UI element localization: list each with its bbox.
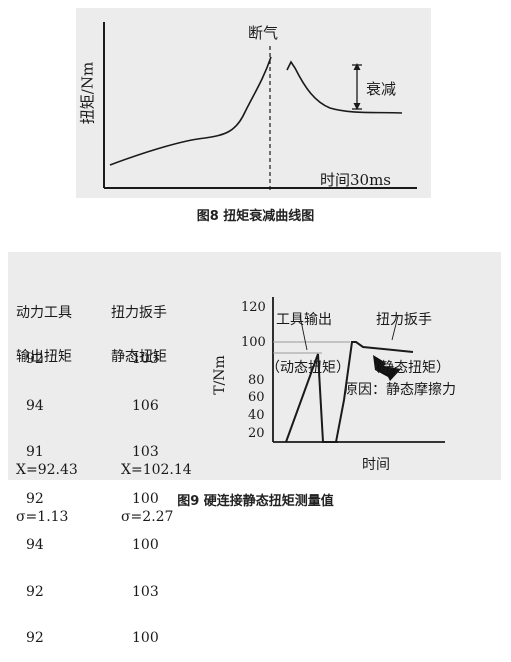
fig9-x-axis-label: 时间 <box>362 457 390 473</box>
fig8-x-axis-label: 时间30ms <box>320 171 392 189</box>
fig9-col2-header-line1: 扭力扳手 <box>111 305 167 322</box>
fig9-ytick: 40 <box>248 408 265 423</box>
fig8-decay-label: 衰减 <box>366 80 397 98</box>
fig8-decay-arrow-up <box>353 63 361 70</box>
fig9-col2-value: 100 <box>132 630 159 646</box>
fig9-tool-leader-line <box>299 315 308 351</box>
fig9-wrench-annotation-line2: （静态扭矩） <box>366 360 450 376</box>
fig9-col2-value: 103 <box>132 351 159 367</box>
fig9-col1-value: 92 <box>26 630 44 646</box>
fig9-tool-annotation-line1: 工具输出 <box>276 312 332 328</box>
figure9-plot <box>272 297 445 443</box>
fig9-col1-value: 94 <box>26 397 44 414</box>
fig9-col2-mean: X=102.14 <box>121 462 192 478</box>
fig9-col1-value: 91 <box>26 444 44 460</box>
fig8-torque-decay-curve <box>286 60 403 114</box>
fig9-col2-value: 103 <box>132 444 159 460</box>
fig9-wrench-leader-line <box>391 315 399 341</box>
fig9-col2-value: 106 <box>132 397 159 414</box>
figure8-plot <box>103 22 417 190</box>
fig9-wrench-annotation-line1: 扭力扳手 <box>376 312 432 328</box>
fig9-col2-header-line2: 静态扭矩 <box>111 348 167 365</box>
fig8-decay-arrow-down <box>353 103 361 110</box>
fig9-y-axis-label: T/Nm <box>212 355 228 395</box>
fig9-ytick: 60 <box>248 390 265 405</box>
fig9-dynamic-torque-curve <box>285 353 338 443</box>
fig9-col2-value: 100 <box>132 490 159 507</box>
fig9-reason-arrow-icon <box>373 355 401 381</box>
fig9-col1-value: 92 <box>26 351 44 367</box>
fig9-tool-annotation-line2: （动态扭矩） <box>266 360 350 376</box>
fig8-cutoff-label: 断气 <box>248 24 279 42</box>
fig9-reason-label: 原因：静态摩擦力 <box>344 382 456 398</box>
fig9-col2-header: 扭力扳手 静态扭矩 <box>111 277 167 379</box>
fig9-ytick: 100 <box>241 335 266 350</box>
fig9-col1-header: 动力工具 输出扭矩 <box>16 277 72 379</box>
fig9-col1-mean: X=92.43 <box>16 462 78 478</box>
fig9-ytick: 80 <box>248 373 265 388</box>
fig9-wrench-annotation: 扭力扳手 （静态扭矩） <box>366 280 450 392</box>
fig8-torque-rising-curve <box>109 56 272 166</box>
fig9-col1-header-line1: 动力工具 <box>16 305 72 322</box>
fig9-col1-header-line2: 输出扭矩 <box>16 348 72 365</box>
fig9-col1-value: 92 <box>26 490 44 507</box>
figure8-caption: 图8 扭矩衰减曲线图 <box>196 209 315 224</box>
figure8-panel <box>76 8 431 198</box>
fig9-col2-value: 103 <box>132 583 159 600</box>
fig9-tool-annotation: 工具输出 （动态扭矩） <box>266 280 350 392</box>
fig9-col1-value: 92 <box>26 583 44 600</box>
fig9-ytick: 20 <box>248 426 265 441</box>
fig9-ytick: 120 <box>241 300 266 315</box>
fig9-static-torque-curve <box>335 341 414 443</box>
figure9-caption: 图9 硬连接静态扭矩测量值 <box>177 494 334 509</box>
